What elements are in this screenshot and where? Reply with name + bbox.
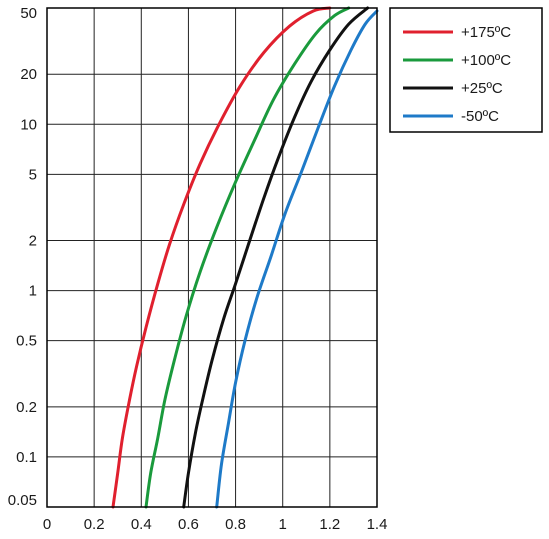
y-tick-label: 50 — [20, 5, 37, 22]
series-line-2 — [182, 6, 370, 509]
legend-label-2: +25ºC — [461, 80, 503, 97]
x-tick-label: 0.4 — [131, 516, 152, 533]
y-tick-label: 1 — [29, 283, 37, 300]
x-tick-label: 0.6 — [178, 516, 199, 533]
legend-label-3: -50ºC — [461, 108, 499, 125]
y-tick-label: 10 — [20, 116, 37, 133]
y-tick-label: 0.1 — [16, 449, 37, 466]
x-tick-label: 1 — [279, 516, 287, 533]
x-tick-label: 1.2 — [319, 516, 340, 533]
y-tick-label: 0.5 — [16, 333, 37, 350]
x-tick-label: 0 — [43, 516, 51, 533]
series-line-0 — [111, 6, 332, 509]
series-layer — [111, 6, 379, 509]
legend-box — [389, 7, 543, 133]
y-tick-label: 0.05 — [8, 492, 37, 509]
plot-frame — [46, 7, 378, 508]
x-axis-ticks: 0 0.2 0.4 0.6 0.8 1 1.2 1.4 — [43, 516, 388, 533]
y-tick-label: 5 — [29, 166, 37, 183]
x-tick-label: 1.4 — [367, 516, 388, 533]
x-tick-label: 0.8 — [225, 516, 246, 533]
y-tick-label: 2 — [29, 233, 37, 250]
y-axis-ticks: 0.05 0.1 0.2 0.5 1 2 5 10 20 50 — [8, 5, 37, 509]
grid — [46, 7, 378, 508]
legend: +175ºC +100ºC +25ºC -50ºC — [389, 7, 543, 133]
y-tick-label: 20 — [20, 66, 37, 83]
y-tick-label: 0.2 — [16, 399, 37, 416]
x-tick-label: 0.2 — [84, 516, 105, 533]
legend-label-0: +175ºC — [461, 24, 511, 41]
series-line-3 — [215, 9, 379, 509]
legend-label-1: +100ºC — [461, 52, 511, 69]
series-line-1 — [144, 6, 351, 509]
